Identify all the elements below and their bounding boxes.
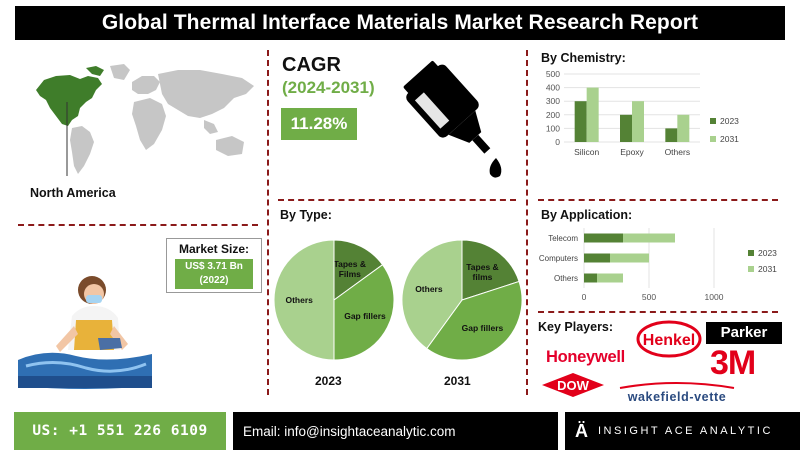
henkel-logo-text: Henkel	[643, 332, 695, 349]
divider-left	[267, 50, 269, 395]
pie-2031-year: 2031	[444, 374, 471, 388]
market-size-value: US$ 3.71 Bn	[185, 261, 243, 272]
application-legend-swatch	[748, 266, 754, 272]
pie-slice	[333, 239, 384, 301]
pie-slice-label: Others	[285, 295, 313, 305]
chemistry-y-tick: 100	[546, 123, 560, 133]
chemistry-bar	[665, 128, 678, 142]
pie-slice	[426, 280, 523, 361]
adhesive-bottle-icon	[403, 61, 502, 178]
pie-slice	[333, 264, 395, 361]
chemistry-legend-label: 2031	[720, 134, 739, 144]
type-pie-chart-2023: Tapes &Films Gap fillers Others	[273, 239, 395, 361]
footer-brand-name: INSIGHT ACE ANALYTIC	[598, 425, 773, 437]
pie-slice-label: Tapes &	[466, 262, 498, 272]
pie-slice-label: Films	[339, 269, 361, 279]
application-bar-chart: 0 500 1000 Telecom Computers Others 2023 2031	[539, 228, 777, 302]
chemistry-y-tick: 300	[546, 96, 560, 106]
application-y-label: Computers	[539, 254, 578, 263]
world-map	[36, 64, 254, 176]
pie-slice-label: Gap fillers	[462, 323, 504, 333]
market-size-year: (2022)	[199, 275, 229, 286]
chemistry-y-tick: 400	[546, 83, 560, 93]
key-players-label: Key Players:	[538, 320, 614, 334]
application-bar	[584, 273, 597, 283]
footer-email[interactable]: Email: info@insightaceanalytic.com	[233, 412, 558, 450]
pie-slice-label: Others	[415, 284, 443, 294]
chemistry-y-tick: 200	[546, 110, 560, 120]
chemistry-x-label: Epoxy	[620, 147, 644, 157]
pie-slice-label: films	[473, 272, 493, 282]
chemistry-bar	[632, 101, 644, 142]
parker-logo-text: Parker	[720, 324, 768, 341]
region-label: North America	[30, 186, 116, 200]
parker-logo: Parker	[706, 322, 782, 344]
application-bar	[584, 233, 675, 243]
chemistry-bar	[586, 87, 599, 142]
divider-right	[526, 50, 528, 395]
application-legend-label: 2023	[758, 248, 777, 258]
chemistry-section-label: By Chemistry:	[541, 51, 626, 65]
chemistry-legend-label: 2023	[720, 116, 739, 126]
report-title: Global Thermal Interface Materials Marke…	[15, 6, 785, 40]
wakefield-vette-logo-text: wakefield-vette	[627, 390, 727, 404]
application-x-tick: 0	[582, 292, 587, 302]
application-bar	[584, 253, 649, 263]
worker-illustration	[18, 276, 152, 389]
market-size-card: Market Size: US$ 3.71 Bn (2022)	[166, 238, 262, 293]
chemistry-y-tick: 500	[546, 69, 560, 79]
chemistry-legend-swatch	[710, 136, 716, 142]
pie-slice-label: Gap fillers	[344, 311, 386, 321]
divider-application	[538, 311, 778, 313]
footer-brand: Ä INSIGHT ACE ANALYTIC	[565, 412, 800, 450]
pie-slice	[461, 239, 520, 301]
honeywell-logo: Honeywell	[546, 348, 625, 366]
cagr-title: CAGR	[282, 54, 341, 76]
divider-chemistry	[538, 199, 778, 201]
application-legend-label: 2031	[758, 264, 777, 274]
application-x-tick: 1000	[705, 292, 724, 302]
pie-slice-label: Tapes &	[334, 259, 366, 269]
footer-bar: US: +1 551 226 6109 Email: info@insighta…	[0, 412, 800, 450]
market-size-title: Market Size:	[178, 242, 250, 256]
henkel-logo: Henkel	[636, 320, 702, 358]
chemistry-bar	[620, 114, 632, 142]
dow-logo-text: DOW	[557, 378, 590, 393]
application-bar	[584, 233, 623, 243]
application-y-label: Telecom	[548, 234, 578, 243]
type-pie-chart-2031: Tapes &films Gap fillers Others	[401, 239, 523, 361]
pie-slice	[401, 239, 463, 350]
divider-cagr	[278, 199, 516, 201]
application-y-label: Others	[554, 274, 578, 283]
application-section-label: By Application:	[541, 208, 633, 222]
chemistry-bar	[574, 101, 587, 142]
chemistry-y-tick: 0	[555, 137, 560, 147]
3m-logo: 3M	[710, 344, 756, 382]
market-size-badge: US$ 3.71 Bn (2022)	[175, 259, 253, 289]
type-section-label: By Type:	[280, 208, 332, 222]
application-x-tick: 500	[642, 292, 656, 302]
chemistry-bar	[677, 114, 690, 142]
chemistry-x-label: Others	[665, 147, 691, 157]
chemistry-bar-chart: 0 100 200 300 400 500 Silicon Epoxy Others 2023 20…	[546, 69, 739, 157]
application-legend-swatch	[748, 250, 754, 256]
divider-map	[18, 224, 258, 226]
application-bar	[584, 273, 623, 283]
chemistry-legend-swatch	[710, 118, 716, 124]
pie-2023-year: 2023	[315, 374, 342, 388]
application-bar	[584, 253, 610, 263]
cagr-value: 11.28%	[281, 108, 357, 140]
cagr-period: (2024-2031)	[282, 78, 375, 97]
dow-logo: DOW	[542, 373, 604, 397]
north-america-shape	[36, 75, 102, 126]
footer-phone[interactable]: US: +1 551 226 6109	[14, 412, 226, 450]
brand-logo-icon: Ä	[575, 420, 588, 441]
wakefield-vette-logo: wakefield-vette	[619, 382, 735, 404]
chemistry-x-label: Silicon	[574, 147, 599, 157]
pie-slice	[273, 239, 335, 361]
